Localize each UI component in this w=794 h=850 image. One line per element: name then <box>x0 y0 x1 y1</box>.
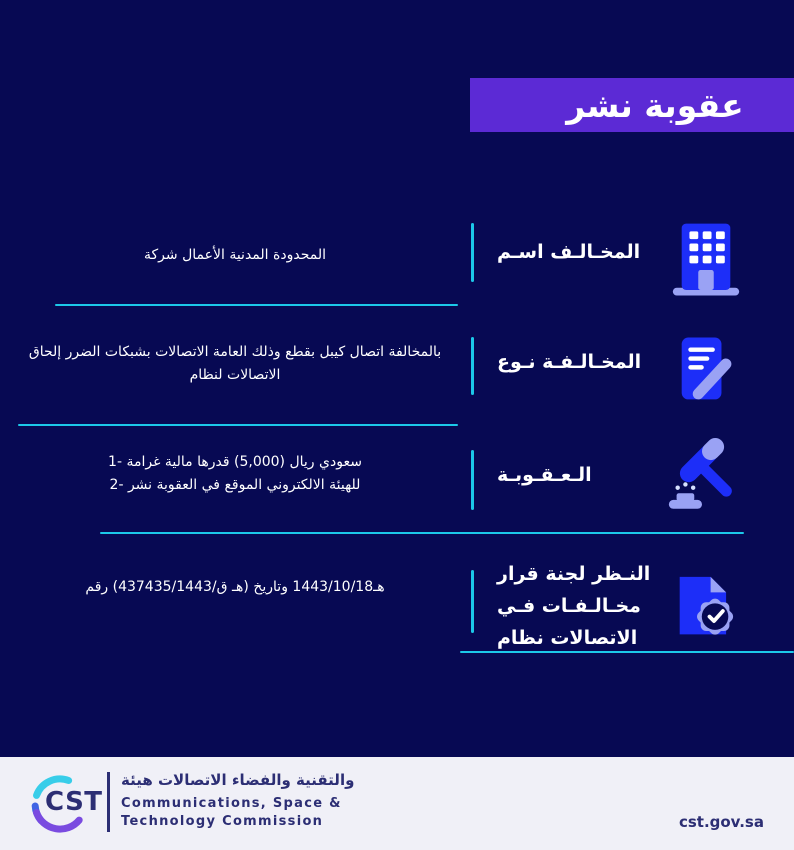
violator-name-label: اسـم المخـالـف <box>497 238 640 266</box>
label-line: قرار لجنة النـظر <box>497 563 651 585</box>
divider-bar <box>471 337 474 395</box>
label-line: فـي مخـالـفـات <box>497 595 641 617</box>
org-name-english-line1: Communications, Space & <box>121 796 342 811</box>
website-url: cst.gov.sa <box>678 813 764 831</box>
org-name-english-line2: Technology Commission <box>121 814 324 829</box>
content-line: شركة الأعمال المدنية المحدودة <box>144 247 326 263</box>
content-line: 2- نشر العقوبة في الموقع الالكتروني للهي… <box>109 477 361 493</box>
decision-label: قرار لجنة النـظر فـي مخـالـفـات نظام الا… <box>497 558 650 654</box>
footer: CST هيئة الاتصالات والفضاء والتقنية Comm… <box>0 757 794 850</box>
page-title: نشر عقوبة <box>566 85 744 125</box>
decision-content: رقم (437435/ق/1443 هـ) وتاريخ 1443/10/18… <box>10 576 460 599</box>
penalty-content: 1- غرامة مالية قدرها (5,000) ريال سعودي … <box>10 451 460 497</box>
divider-bar <box>471 570 474 633</box>
penalty-label: الـعـقـوبـة <box>497 461 592 489</box>
content-line: إلحاق الضرر بشبكات الاتصالات العامة وذلك… <box>28 344 442 360</box>
content-line: رقم (437435/ق/1443 هـ) وتاريخ 1443/10/18… <box>85 579 385 595</box>
violation-type-content: إلحاق الضرر بشبكات الاتصالات العامة وذلك… <box>10 341 460 387</box>
separator-line <box>100 532 744 534</box>
separator-line <box>55 304 458 306</box>
content-line: 1- غرامة مالية قدرها (5,000) ريال سعودي <box>108 454 362 470</box>
violator-name-content: شركة الأعمال المدنية المحدودة <box>10 242 460 268</box>
document-check-icon <box>662 568 746 656</box>
divider-bar <box>471 450 474 510</box>
building-icon <box>664 217 748 305</box>
label-line: نـوع المخـالـفـة <box>497 351 642 373</box>
violation-type-label: نـوع المخـالـفـة <box>497 348 641 376</box>
label-line: نظام الاتصالات <box>497 627 638 649</box>
label-line: الـعـقـوبـة <box>497 464 592 486</box>
separator-line <box>18 424 458 426</box>
org-name-arabic: هيئة الاتصالات والفضاء والتقنية <box>121 771 355 789</box>
gavel-icon <box>660 438 744 526</box>
title-banner: نشر عقوبة <box>470 78 794 132</box>
document-pen-icon <box>664 332 748 420</box>
separator-line <box>460 651 794 653</box>
content-line: لنظام الاتصالات <box>189 367 281 383</box>
cst-logo-arcs <box>31 775 83 833</box>
footer-divider <box>107 772 110 832</box>
divider-bar <box>471 223 474 282</box>
label-line: اسـم المخـالـف <box>497 241 641 263</box>
cst-logo-text: CST <box>45 787 103 817</box>
